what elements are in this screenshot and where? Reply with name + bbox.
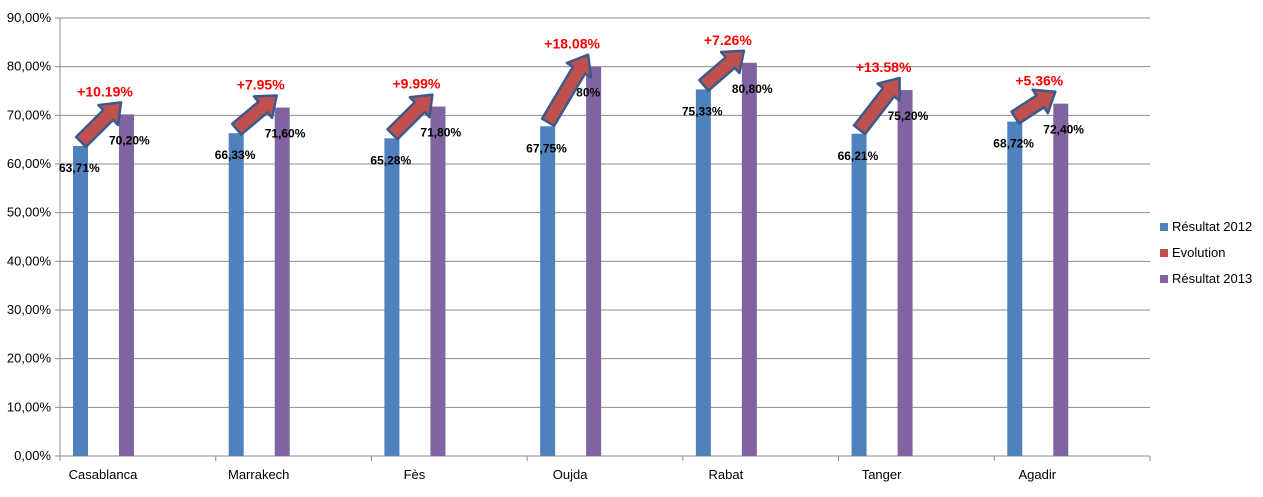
bar-2013 — [430, 106, 446, 456]
bar-2013 — [586, 66, 602, 457]
y-tick-label: 10,00% — [7, 399, 52, 414]
evolution-arrow — [74, 101, 123, 149]
bar-2012 — [851, 133, 867, 456]
data-label-2013: 71,60% — [265, 127, 306, 141]
x-category-label: Fès — [404, 467, 426, 482]
data-label-2012: 66,33% — [215, 148, 256, 162]
legend-label: Résultat 2013 — [1172, 271, 1252, 286]
legend-label: Evolution — [1172, 245, 1225, 260]
data-label-2012: 68,72% — [993, 137, 1034, 151]
data-label-2013: 70,20% — [109, 133, 150, 147]
evolution-label: +7.95% — [237, 77, 285, 93]
evolution-arrow — [386, 93, 434, 141]
legend-swatch — [1160, 223, 1168, 231]
x-category-label: Tanger — [862, 467, 902, 482]
evolution-arrow — [540, 53, 593, 128]
legend-label: Résultat 2012 — [1172, 219, 1252, 234]
evolution-label: +13.58% — [856, 59, 912, 75]
y-tick-label: 70,00% — [7, 107, 52, 122]
y-tick-label: 90,00% — [7, 10, 52, 25]
bar-2012 — [384, 138, 400, 456]
data-label-2012: 66,21% — [838, 149, 879, 163]
bar-2013 — [897, 90, 913, 456]
evolution-label: +18.08% — [544, 36, 600, 52]
evolution-arrow — [852, 76, 901, 136]
bar-2012 — [228, 133, 244, 456]
legend-swatch — [1160, 249, 1168, 257]
y-tick-label: 60,00% — [7, 156, 52, 171]
data-label-2012: 65,28% — [370, 153, 411, 167]
x-category-label: Agadir — [1018, 467, 1056, 482]
y-tick-label: 20,00% — [7, 351, 52, 366]
bar-2013 — [741, 62, 757, 456]
x-category-label: Rabat — [709, 467, 744, 482]
y-tick-label: 40,00% — [7, 253, 52, 268]
bar-2013 — [119, 114, 134, 457]
y-tick-label: 30,00% — [7, 302, 52, 317]
evolution-label: +7.26% — [704, 32, 752, 48]
evolution-arrow — [230, 94, 278, 136]
data-label-2012: 63,71% — [59, 161, 100, 175]
data-label-2013: 80,80% — [732, 82, 773, 96]
y-tick-label: 80,00% — [7, 59, 52, 74]
x-category-label: Casablanca — [69, 467, 138, 482]
evolution-arrow — [698, 49, 746, 92]
y-tick-label: 0,00% — [14, 448, 51, 463]
bar-2013 — [274, 107, 290, 457]
evolution-arrow — [1010, 88, 1057, 125]
data-label-2013: 71,80% — [420, 126, 461, 140]
data-label-2012: 75,33% — [682, 104, 723, 118]
bar-2012 — [540, 126, 556, 457]
data-label-2013: 80% — [576, 86, 600, 100]
bar-2013 — [1053, 103, 1069, 457]
y-tick-label: 50,00% — [7, 205, 52, 220]
x-category-label: Oujda — [553, 467, 588, 482]
bar-2012 — [73, 145, 88, 456]
data-label-2013: 72,40% — [1043, 123, 1084, 137]
data-label-2013: 75,20% — [888, 109, 929, 123]
legend-swatch — [1160, 275, 1168, 283]
bar-2012 — [695, 89, 711, 457]
evolution-label: +5.36% — [1015, 73, 1063, 89]
x-category-label: Marrakech — [228, 467, 289, 482]
bar-2012 — [1007, 121, 1023, 456]
data-label-2012: 67,75% — [526, 141, 567, 155]
evolution-label: +9.99% — [392, 76, 440, 92]
evolution-label: +10.19% — [77, 83, 133, 99]
